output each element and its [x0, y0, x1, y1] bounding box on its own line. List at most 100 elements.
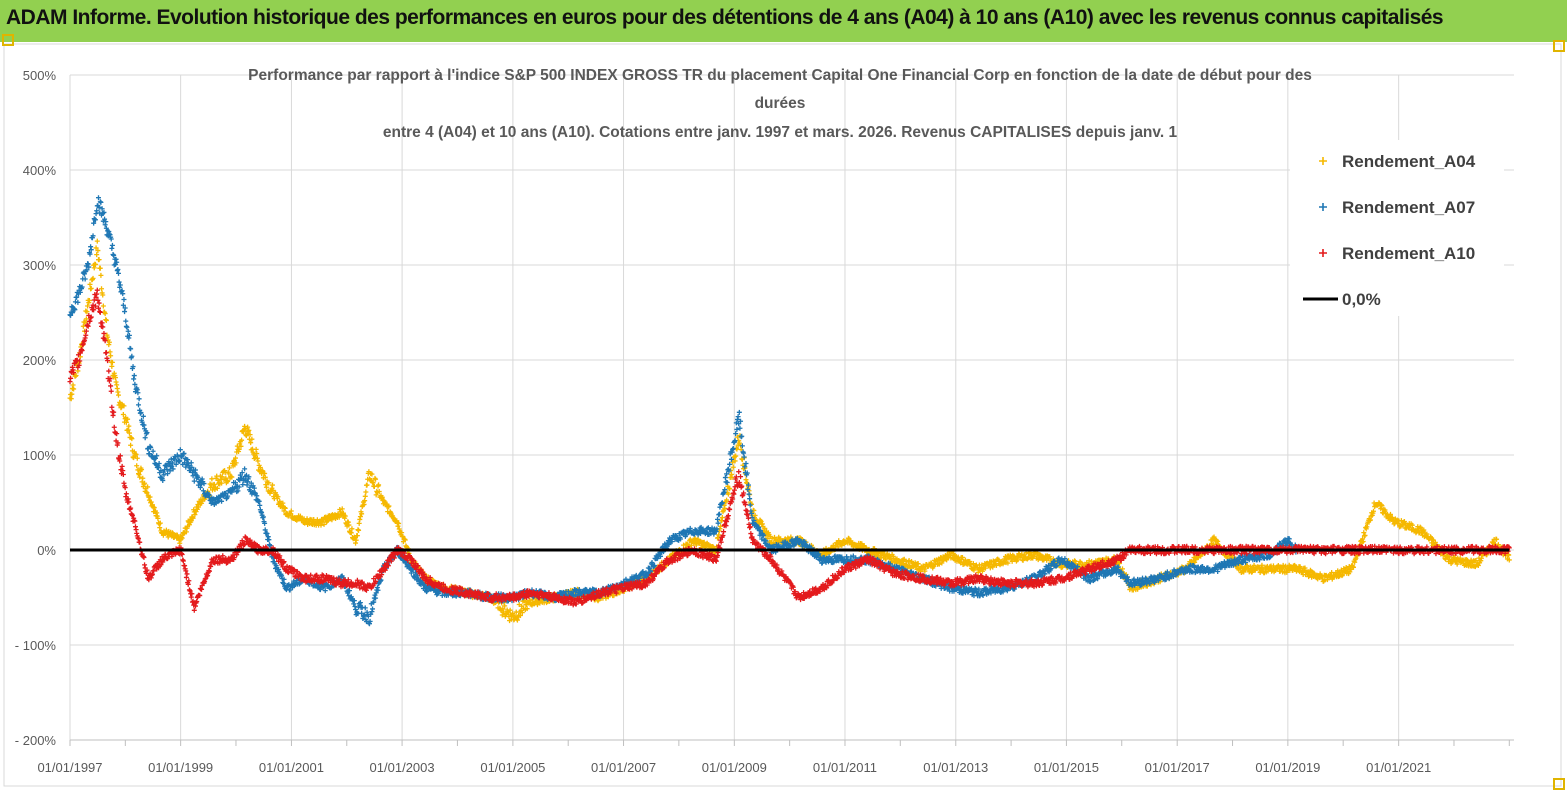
- data-point: [246, 427, 252, 433]
- x-tick-label: 01/01/2015: [1034, 760, 1099, 775]
- data-point: [288, 508, 294, 514]
- data-point: [254, 493, 260, 499]
- y-axis-ticks: 500%400%300%200%100%0%- 100%- 200%: [15, 68, 57, 748]
- data-point: [225, 478, 231, 484]
- data-point: [126, 423, 132, 429]
- data-point: [106, 339, 112, 345]
- data-point: [262, 474, 268, 480]
- data-point: [257, 502, 263, 508]
- data-point: [83, 316, 89, 322]
- data-point: [120, 302, 126, 308]
- data-point: [88, 285, 94, 291]
- data-point: [183, 464, 189, 470]
- data-point: [732, 458, 738, 464]
- data-point: [136, 396, 142, 402]
- data-point: [177, 540, 183, 546]
- data-point: [282, 505, 288, 511]
- data-point: [73, 373, 79, 379]
- data-point: [121, 403, 127, 409]
- y-tick-label: 500%: [23, 68, 57, 83]
- data-point: [359, 511, 365, 517]
- data-point: [102, 311, 108, 317]
- data-point: [88, 247, 94, 253]
- data-point: [1362, 532, 1368, 538]
- data-point: [266, 537, 272, 543]
- data-point: [86, 298, 92, 304]
- data-point: [177, 447, 183, 453]
- data-point: [87, 281, 93, 287]
- data-point: [1409, 522, 1415, 528]
- data-point: [116, 279, 122, 285]
- data-point: [386, 503, 392, 509]
- data-point: [1379, 503, 1385, 509]
- data-point: [246, 474, 252, 480]
- data-point: [147, 494, 153, 500]
- data-point: [129, 353, 135, 359]
- data-point: [181, 450, 187, 456]
- data-point: [906, 558, 912, 564]
- data-point: [130, 364, 136, 370]
- data-point: [329, 517, 335, 523]
- data-point: [87, 251, 93, 257]
- data-point: [90, 233, 96, 239]
- data-point: [169, 460, 175, 466]
- data-point: [269, 482, 275, 488]
- data-point: [99, 286, 105, 292]
- data-point: [128, 346, 134, 352]
- data-point: [154, 453, 160, 459]
- data-point: [247, 484, 253, 490]
- report-header: ADAM Informe. Evolution historique des p…: [0, 0, 1567, 42]
- data-point: [98, 272, 104, 278]
- data-point: [121, 297, 127, 303]
- data-point: [75, 299, 81, 305]
- data-point: [353, 607, 359, 613]
- x-tick-label: 01/01/2001: [259, 760, 324, 775]
- data-point: [239, 470, 245, 476]
- data-point: [170, 466, 176, 472]
- data-point: [1454, 561, 1460, 567]
- data-point: [762, 525, 768, 531]
- data-point: [157, 520, 163, 526]
- data-point: [321, 521, 327, 527]
- data-point: [249, 436, 255, 442]
- grid-lines: [69, 74, 1514, 741]
- data-point: [98, 199, 104, 205]
- x-tick-label: 01/01/1999: [148, 760, 213, 775]
- data-point: [318, 522, 324, 528]
- data-point: [140, 413, 146, 419]
- data-point: [126, 430, 132, 436]
- data-point: [270, 487, 276, 493]
- data-point: [1432, 539, 1438, 545]
- data-point: [317, 587, 323, 593]
- data-point: [156, 460, 162, 466]
- data-point: [144, 490, 150, 496]
- data-point: [148, 444, 154, 450]
- data-point: [69, 391, 75, 397]
- data-point: [322, 588, 328, 594]
- data-point: [281, 576, 287, 582]
- data-point: [125, 416, 131, 422]
- data-point: [266, 480, 272, 486]
- data-point: [214, 485, 220, 491]
- data-point: [123, 419, 129, 425]
- data-point: [144, 430, 150, 436]
- data-point: [155, 515, 161, 521]
- data-point: [979, 562, 985, 568]
- data-point: [233, 460, 239, 466]
- data-point: [135, 390, 141, 396]
- data-point: [145, 484, 151, 490]
- x-tick-label: 01/01/2011: [813, 760, 877, 775]
- data-point: [922, 568, 928, 574]
- data-point: [117, 282, 123, 288]
- data-point: [376, 489, 382, 495]
- data-point: [357, 514, 363, 520]
- data-point: [134, 463, 140, 469]
- data-point: [84, 309, 90, 315]
- data-point: [189, 464, 195, 470]
- data-point: [160, 477, 166, 483]
- data-point: [729, 475, 735, 481]
- data-point: [219, 480, 225, 486]
- x-tick-label: 01/01/2021: [1366, 760, 1431, 775]
- data-point: [136, 402, 142, 408]
- data-point: [254, 451, 260, 457]
